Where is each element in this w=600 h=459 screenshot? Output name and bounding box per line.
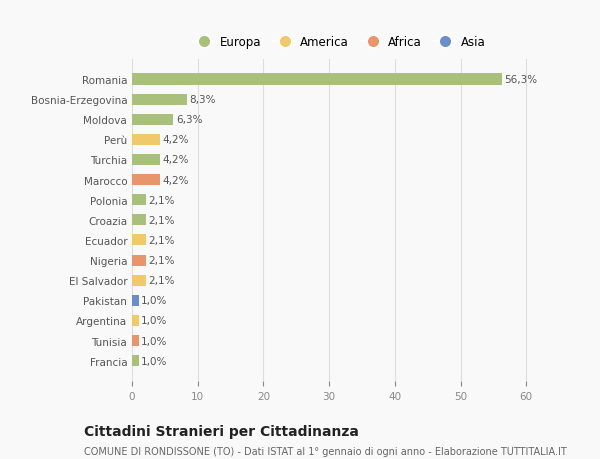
Text: 1,0%: 1,0% [141, 316, 167, 326]
Text: 6,3%: 6,3% [176, 115, 203, 125]
Text: 4,2%: 4,2% [162, 175, 189, 185]
Bar [132, 255, 146, 266]
Bar [132, 114, 173, 125]
Bar [132, 195, 146, 206]
Bar [132, 74, 502, 85]
Bar [132, 155, 160, 166]
Text: Cittadini Stranieri per Cittadinanza: Cittadini Stranieri per Cittadinanza [84, 425, 359, 438]
Legend: Europa, America, Africa, Asia: Europa, America, Africa, Asia [190, 34, 488, 51]
Text: 1,0%: 1,0% [141, 356, 167, 366]
Bar [132, 235, 146, 246]
Bar [132, 215, 146, 226]
Bar [132, 335, 139, 346]
Text: 4,2%: 4,2% [162, 155, 189, 165]
Bar [132, 95, 187, 106]
Text: 2,1%: 2,1% [148, 195, 175, 205]
Text: COMUNE DI RONDISSONE (TO) - Dati ISTAT al 1° gennaio di ogni anno - Elaborazione: COMUNE DI RONDISSONE (TO) - Dati ISTAT a… [84, 446, 567, 456]
Bar [132, 295, 139, 306]
Bar [132, 355, 139, 366]
Bar [132, 315, 139, 326]
Text: 1,0%: 1,0% [141, 296, 167, 306]
Text: 8,3%: 8,3% [189, 95, 215, 105]
Text: 2,1%: 2,1% [148, 256, 175, 265]
Text: 2,1%: 2,1% [148, 235, 175, 246]
Text: 1,0%: 1,0% [141, 336, 167, 346]
Text: 56,3%: 56,3% [505, 75, 538, 85]
Bar [132, 134, 160, 146]
Text: 2,1%: 2,1% [148, 215, 175, 225]
Bar [132, 174, 160, 186]
Bar [132, 275, 146, 286]
Text: 4,2%: 4,2% [162, 135, 189, 145]
Text: 2,1%: 2,1% [148, 275, 175, 285]
